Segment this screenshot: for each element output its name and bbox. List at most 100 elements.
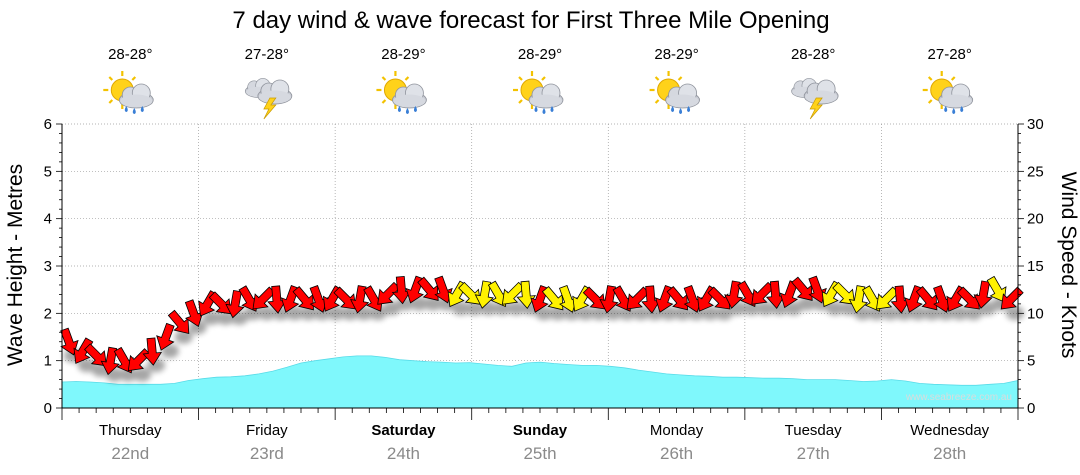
wind-arrow [156,322,175,351]
y-tick-label-left: 5 [44,163,52,180]
axes: 0 1 2 3 4 5 6 0 5 10 15 20 25 30 [44,116,1044,420]
wind-arrow [848,285,869,314]
y-tick-label-left: 1 [44,353,52,370]
temperature-label: 28-28° [108,46,152,63]
wind-arrow [434,275,453,304]
wind-shadow-blob [341,306,360,321]
raindrop-icon [413,106,417,112]
day-label: Wednesday [910,422,989,439]
weather-row: 28-28° 27-28° 28-29° 28-29° 28-29° 28-28° 27-2… [102,46,974,120]
y-tick-label-right: 15 [1027,258,1044,275]
wind-shadow-blob [742,301,761,316]
sun-cloud-rain-icon [511,69,564,114]
wind-shadow-blob [382,301,401,316]
wind-arrow [808,275,827,304]
day-label: Friday [246,422,288,439]
temperature-label: 28-29° [381,46,425,63]
sun-cloud-rain-icon [921,69,974,114]
y-tick-label-left: 2 [44,305,52,322]
wind-arrow [349,285,370,314]
wind-shadow-blob [244,306,263,321]
wind-shadow-blob [618,306,637,321]
sun-cloud-rain-icon [102,69,154,114]
raindrop-icon [140,106,144,112]
wind-shadow-blob [881,306,900,321]
wind-arrow [292,286,314,311]
lightning-icon [809,97,823,120]
raindrop-icon [944,106,948,112]
raindrop-icon [405,108,409,114]
temperature-label: 27-28° [245,46,289,63]
wind-arrow [707,286,731,310]
raindrop-icon [542,108,546,114]
temperature-label: 28-29° [654,46,698,63]
wind-shadow-blob [257,306,276,321]
wave-area [61,355,1019,409]
wind-shadow-blob [202,310,221,325]
raindrop-icon [124,106,128,112]
day-axis: Thursday 22nd Friday 23rd Saturday 24th Sunday… [99,422,990,463]
wind-arrow [724,280,744,309]
date-label: 24th [387,444,420,463]
wind-arrow [582,286,606,310]
sun-cloud-rain-icon [375,69,427,114]
day-label: Tuesday [785,422,842,439]
wind-shadow-blob [1006,306,1025,321]
raindrop-icon [960,106,964,112]
day-label: Saturday [371,422,436,439]
wind-shadow-blob [493,301,512,316]
wind-arrow [417,276,439,301]
date-label: 23rd [250,444,284,463]
sun-cloud-rain-icon [648,69,701,114]
wind-arrow [208,291,232,315]
wind-shadow-blob [216,310,235,325]
wind-shadow-blob [825,301,844,316]
wind-shadow-blob [119,367,138,382]
temperature-label: 28-28° [791,46,835,63]
wind-shadow-blob [327,306,346,321]
wind-speed-series [60,275,1025,382]
wind-shadow-blob [715,306,734,321]
date-label: 26th [660,444,693,463]
wind-shadow-blob [451,301,470,316]
wind-arrow [973,280,993,309]
wind-arrow [541,286,564,311]
wind-arrow [225,289,245,319]
raindrop-icon [679,108,683,114]
wind-arrow [333,286,357,310]
raindrop-icon [952,108,956,114]
date-label: 22nd [111,444,149,463]
raindrop-icon [534,106,538,112]
raindrop-icon [550,106,554,112]
day-label: Monday [650,422,704,439]
y-tick-label-right: 10 [1027,305,1044,322]
storm-icon [791,78,839,120]
raindrop-icon [397,106,401,112]
wind-arrow [84,343,107,367]
y-tick-label-right: 25 [1027,163,1044,180]
wind-arrow [832,281,856,305]
wind-shadow-blob [133,367,152,382]
wind-shadow-blob [756,301,775,316]
y-axis-left-label: Wave Height - Metres [4,164,27,366]
y-tick-label-right: 30 [1027,116,1044,133]
watermark: www.seabreeze.com.au [905,392,1012,403]
wind-arrow [666,286,689,311]
y-tick-label-left: 6 [44,116,52,133]
wind-arrow [458,281,482,305]
wind-arrow [142,337,163,366]
wind-shadow-blob [368,306,387,321]
wind-arrow [100,346,120,376]
storm-icon [244,78,293,120]
date-label: 27th [797,444,830,463]
wind-shadow-blob [631,306,650,321]
wind-arrow [956,286,980,310]
wind-shadow-blob [701,306,720,321]
wind-arrow [986,275,1007,303]
wind-arrow [474,280,494,309]
wind-shadow-blob [964,306,983,321]
date-label: 28th [933,444,966,463]
temperature-label: 27-28° [928,46,972,63]
wind-shadow-blob [465,301,484,316]
